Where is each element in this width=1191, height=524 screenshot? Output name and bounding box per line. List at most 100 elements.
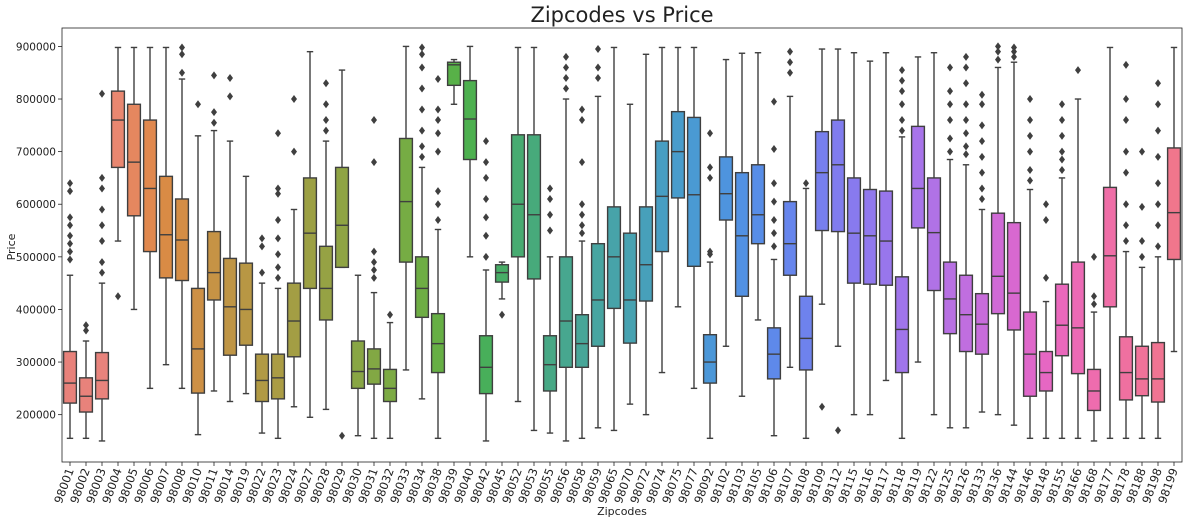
box-iqr <box>862 188 878 285</box>
box-iqr <box>638 206 654 302</box>
box-98074 <box>654 46 670 374</box>
box-98116 <box>862 60 878 416</box>
outlier-point <box>323 79 329 88</box>
outlier-point <box>947 116 953 125</box>
box-iqr <box>126 103 142 217</box>
outlier-point <box>435 105 441 114</box>
box-iqr <box>1006 221 1022 331</box>
outlier-point <box>899 116 905 125</box>
outlier-point <box>803 179 809 188</box>
outlier-point <box>67 231 73 240</box>
box-iqr <box>350 340 366 390</box>
outlier-point <box>323 100 329 109</box>
outlier-point <box>483 213 489 222</box>
outlier-point <box>947 63 953 72</box>
box-98125 <box>942 63 958 429</box>
outlier-point <box>1075 66 1081 75</box>
outlier-point <box>419 152 425 161</box>
outlier-point <box>563 63 569 72</box>
outlier-point <box>835 426 841 435</box>
outlier-point <box>371 258 377 267</box>
y-tick-label: 400000 <box>16 304 56 316</box>
outlier-point <box>579 210 585 219</box>
outlier-point <box>899 76 905 85</box>
outlier-point <box>83 321 89 330</box>
y-axis: 200000 300000 400000 500000 600000 700000 8000… <box>16 41 62 422</box>
outlier-point <box>1123 200 1129 209</box>
outlier-point <box>771 144 777 153</box>
box-iqr <box>398 137 414 263</box>
outlier-point <box>563 73 569 82</box>
box-98031 <box>366 116 382 440</box>
y-tick-label: 200000 <box>16 410 56 422</box>
outlier-point <box>419 50 425 59</box>
box-iqr <box>926 177 942 292</box>
outlier-point <box>371 158 377 167</box>
box-iqr <box>814 130 830 232</box>
outlier-point <box>1123 168 1129 177</box>
outlier-point <box>979 121 985 130</box>
outlier-point <box>963 129 969 138</box>
outlier-point <box>563 52 569 61</box>
outlier-point <box>371 247 377 256</box>
box-98022 <box>254 234 270 434</box>
box-iqr <box>1086 368 1102 412</box>
box-iqr <box>190 287 206 394</box>
box-iqr <box>686 116 702 268</box>
outlier-point <box>435 129 441 138</box>
outlier-point <box>963 100 969 109</box>
outlier-point <box>483 194 489 203</box>
outlier-point <box>963 142 969 151</box>
outlier-point <box>211 118 217 127</box>
outlier-point <box>99 89 105 98</box>
outlier-point <box>99 258 105 267</box>
outlier-point <box>1155 126 1161 135</box>
box-iqr <box>78 377 94 413</box>
box-iqr <box>830 119 846 233</box>
outlier-point <box>275 189 281 198</box>
box-iqr <box>1118 336 1134 401</box>
outlier-point <box>483 173 489 182</box>
outlier-point <box>979 100 985 109</box>
box-iqr <box>894 276 910 374</box>
plot-area <box>61 27 1183 463</box>
box-98144 <box>1006 43 1022 426</box>
box-iqr <box>318 245 334 321</box>
box-iqr <box>158 175 174 279</box>
outlier-point <box>899 87 905 96</box>
outlier-point <box>1139 237 1145 246</box>
outlier-point <box>275 129 281 138</box>
box-98105 <box>750 52 766 321</box>
outlier-point <box>1059 166 1065 175</box>
outlier-point <box>963 52 969 61</box>
y-tick-label: 800000 <box>16 94 56 106</box>
outlier-point <box>179 50 185 59</box>
outlier-point <box>435 75 441 84</box>
box-98003 <box>94 89 110 442</box>
outlier-point <box>275 273 281 282</box>
box-iqr <box>958 274 974 353</box>
box-98188 <box>1134 147 1150 440</box>
outlier-point <box>435 200 441 209</box>
box-98118 <box>894 66 910 440</box>
outlier-point <box>435 216 441 225</box>
box-iqr <box>878 190 894 286</box>
box-98155 <box>1054 100 1070 440</box>
outlier-point <box>67 179 73 188</box>
outlier-point <box>419 126 425 135</box>
outlier-point <box>1123 221 1129 230</box>
box-iqr <box>622 232 638 344</box>
box-iqr <box>382 368 398 403</box>
outlier-point <box>1043 216 1049 225</box>
box-iqr <box>206 230 222 301</box>
box-iqr <box>526 134 542 280</box>
outlier-point <box>371 265 377 274</box>
box-98115 <box>846 52 862 416</box>
outlier-point <box>275 216 281 225</box>
box-98028 <box>318 79 334 411</box>
box-98038 <box>430 75 446 440</box>
outlier-point <box>1059 131 1065 140</box>
box-98102 <box>718 58 734 347</box>
outlier-point <box>1091 292 1097 301</box>
outlier-point <box>1155 100 1161 109</box>
